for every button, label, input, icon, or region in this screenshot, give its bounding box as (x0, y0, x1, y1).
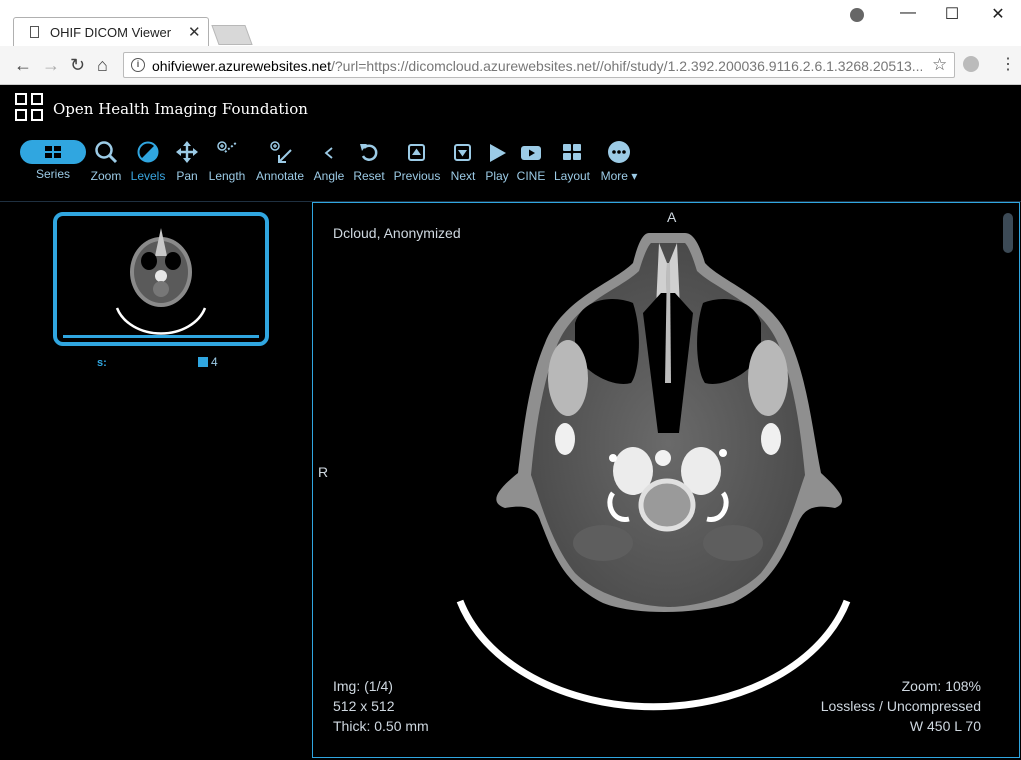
url-path: /?url=https://dicomcloud.azurewebsites.n… (331, 58, 922, 74)
move-arrows-icon (170, 137, 204, 167)
image-index: Img: (1/4) (333, 678, 393, 694)
more-button[interactable]: More ▾ (596, 137, 642, 183)
length-button[interactable]: Length (206, 137, 248, 183)
reset-button[interactable]: Reset (352, 137, 386, 183)
previous-icon (392, 137, 442, 167)
caret-down-icon: ▾ (631, 169, 638, 183)
tool-label: Length (208, 169, 246, 183)
tool-label: Next (450, 169, 476, 183)
tab-title: OHIF DICOM Viewer (50, 25, 172, 40)
more-icon (596, 137, 642, 167)
image-stack-icon (198, 357, 208, 367)
stack-scrollbar[interactable] (1003, 213, 1013, 253)
tool-label: More (600, 169, 628, 183)
forward-icon[interactable]: → (42, 55, 60, 75)
series-button[interactable]: Series (18, 137, 88, 181)
angle-icon (310, 137, 348, 167)
tool-label: Pan (176, 169, 198, 183)
info-icon[interactable]: i (131, 58, 145, 72)
profile-icon[interactable] (850, 8, 864, 22)
next-icon (446, 137, 480, 167)
header-divider (0, 201, 1021, 202)
tool-label: Series (35, 167, 70, 181)
toolbar: Series Zoom Levels Pan Length Annotate A… (0, 137, 1021, 189)
cine-button[interactable]: CINE (514, 137, 548, 183)
tool-label: Zoom (90, 169, 122, 183)
previous-button[interactable]: Previous (392, 137, 442, 183)
zoom-button[interactable]: Zoom (88, 137, 124, 183)
browser-menu-icon[interactable]: ⋮ (1000, 56, 1016, 73)
browser-tab[interactable]: OHIF DICOM Viewer ✕ (13, 17, 209, 47)
document-icon (30, 26, 39, 38)
ct-axial-image (456, 233, 851, 711)
play-button[interactable]: Play (482, 137, 512, 183)
tool-label: Layout (553, 169, 591, 183)
slice-thickness: Thick: 0.50 mm (333, 718, 429, 734)
tool-label: Play (485, 169, 509, 183)
layout-button[interactable]: Layout (551, 137, 593, 183)
address-bar: ← → ↻ ⌂ i ohifviewer.azurewebsites.net/?… (0, 46, 1021, 85)
bookmark-star-icon[interactable]: ☆ (932, 55, 948, 74)
browser-tabstrip: OHIF DICOM Viewer ✕ — ☐ ✕ (0, 0, 1021, 47)
series-grid-icon (20, 140, 86, 164)
orientation-marker-left: R (318, 464, 329, 480)
compression-status: Lossless / Uncompressed (820, 698, 981, 714)
angle-button[interactable]: Angle (310, 137, 348, 183)
annotate-arrow-icon (254, 137, 306, 167)
cine-icon (514, 137, 548, 167)
image-viewport[interactable]: Dcloud, Anonymized A R Img: (1/4) 512 x … (312, 202, 1020, 758)
magnifier-icon (88, 137, 124, 167)
url-field[interactable]: i ohifviewer.azurewebsites.net/?url=http… (123, 52, 955, 78)
tool-label: Reset (353, 169, 385, 183)
tool-label: Angle (313, 169, 345, 183)
patient-name: Dcloud, Anonymized (333, 225, 461, 241)
minimize-icon[interactable]: — (900, 4, 916, 21)
ohif-app: Open Health Imaging Foundation Series Zo… (0, 85, 1021, 760)
image-dimensions: 512 x 512 (333, 698, 395, 714)
undo-icon (352, 137, 386, 167)
layout-icon (551, 137, 593, 167)
close-tab-icon[interactable]: ✕ (188, 24, 201, 41)
reload-icon[interactable]: ↻ (70, 55, 86, 75)
orientation-marker-top: A (667, 209, 677, 225)
ruler-icon (206, 137, 248, 167)
next-button[interactable]: Next (446, 137, 480, 183)
play-icon (482, 137, 512, 167)
window-level: W 450 L 70 (909, 718, 981, 734)
tool-label: Previous (393, 169, 441, 183)
pan-button[interactable]: Pan (170, 137, 204, 183)
tool-label: CINE (516, 169, 546, 183)
ct-thumbnail-image (115, 228, 207, 335)
maximize-icon[interactable]: ☐ (944, 6, 960, 23)
home-icon[interactable]: ⌂ (97, 55, 108, 75)
contrast-icon (128, 137, 168, 167)
levels-button[interactable]: Levels (128, 137, 168, 183)
tool-label: Annotate (255, 169, 305, 183)
thumbnail-progress-bar (63, 335, 259, 338)
series-description: s: (97, 357, 107, 369)
skype-extension-icon[interactable] (963, 56, 979, 72)
brand-title: Open Health Imaging Foundation (53, 100, 308, 118)
series-thumbnail[interactable] (53, 212, 269, 346)
image-count: 4 (211, 355, 218, 369)
ohif-logo-icon (15, 93, 45, 123)
back-icon[interactable]: ← (14, 55, 32, 75)
tool-label: Levels (130, 169, 166, 183)
close-window-icon[interactable]: ✕ (991, 6, 1005, 23)
url-host: ohifviewer.azurewebsites.net (152, 58, 331, 74)
zoom-level: Zoom: 108% (901, 678, 981, 694)
new-tab-button[interactable] (211, 25, 253, 45)
annotate-button[interactable]: Annotate (254, 137, 306, 183)
